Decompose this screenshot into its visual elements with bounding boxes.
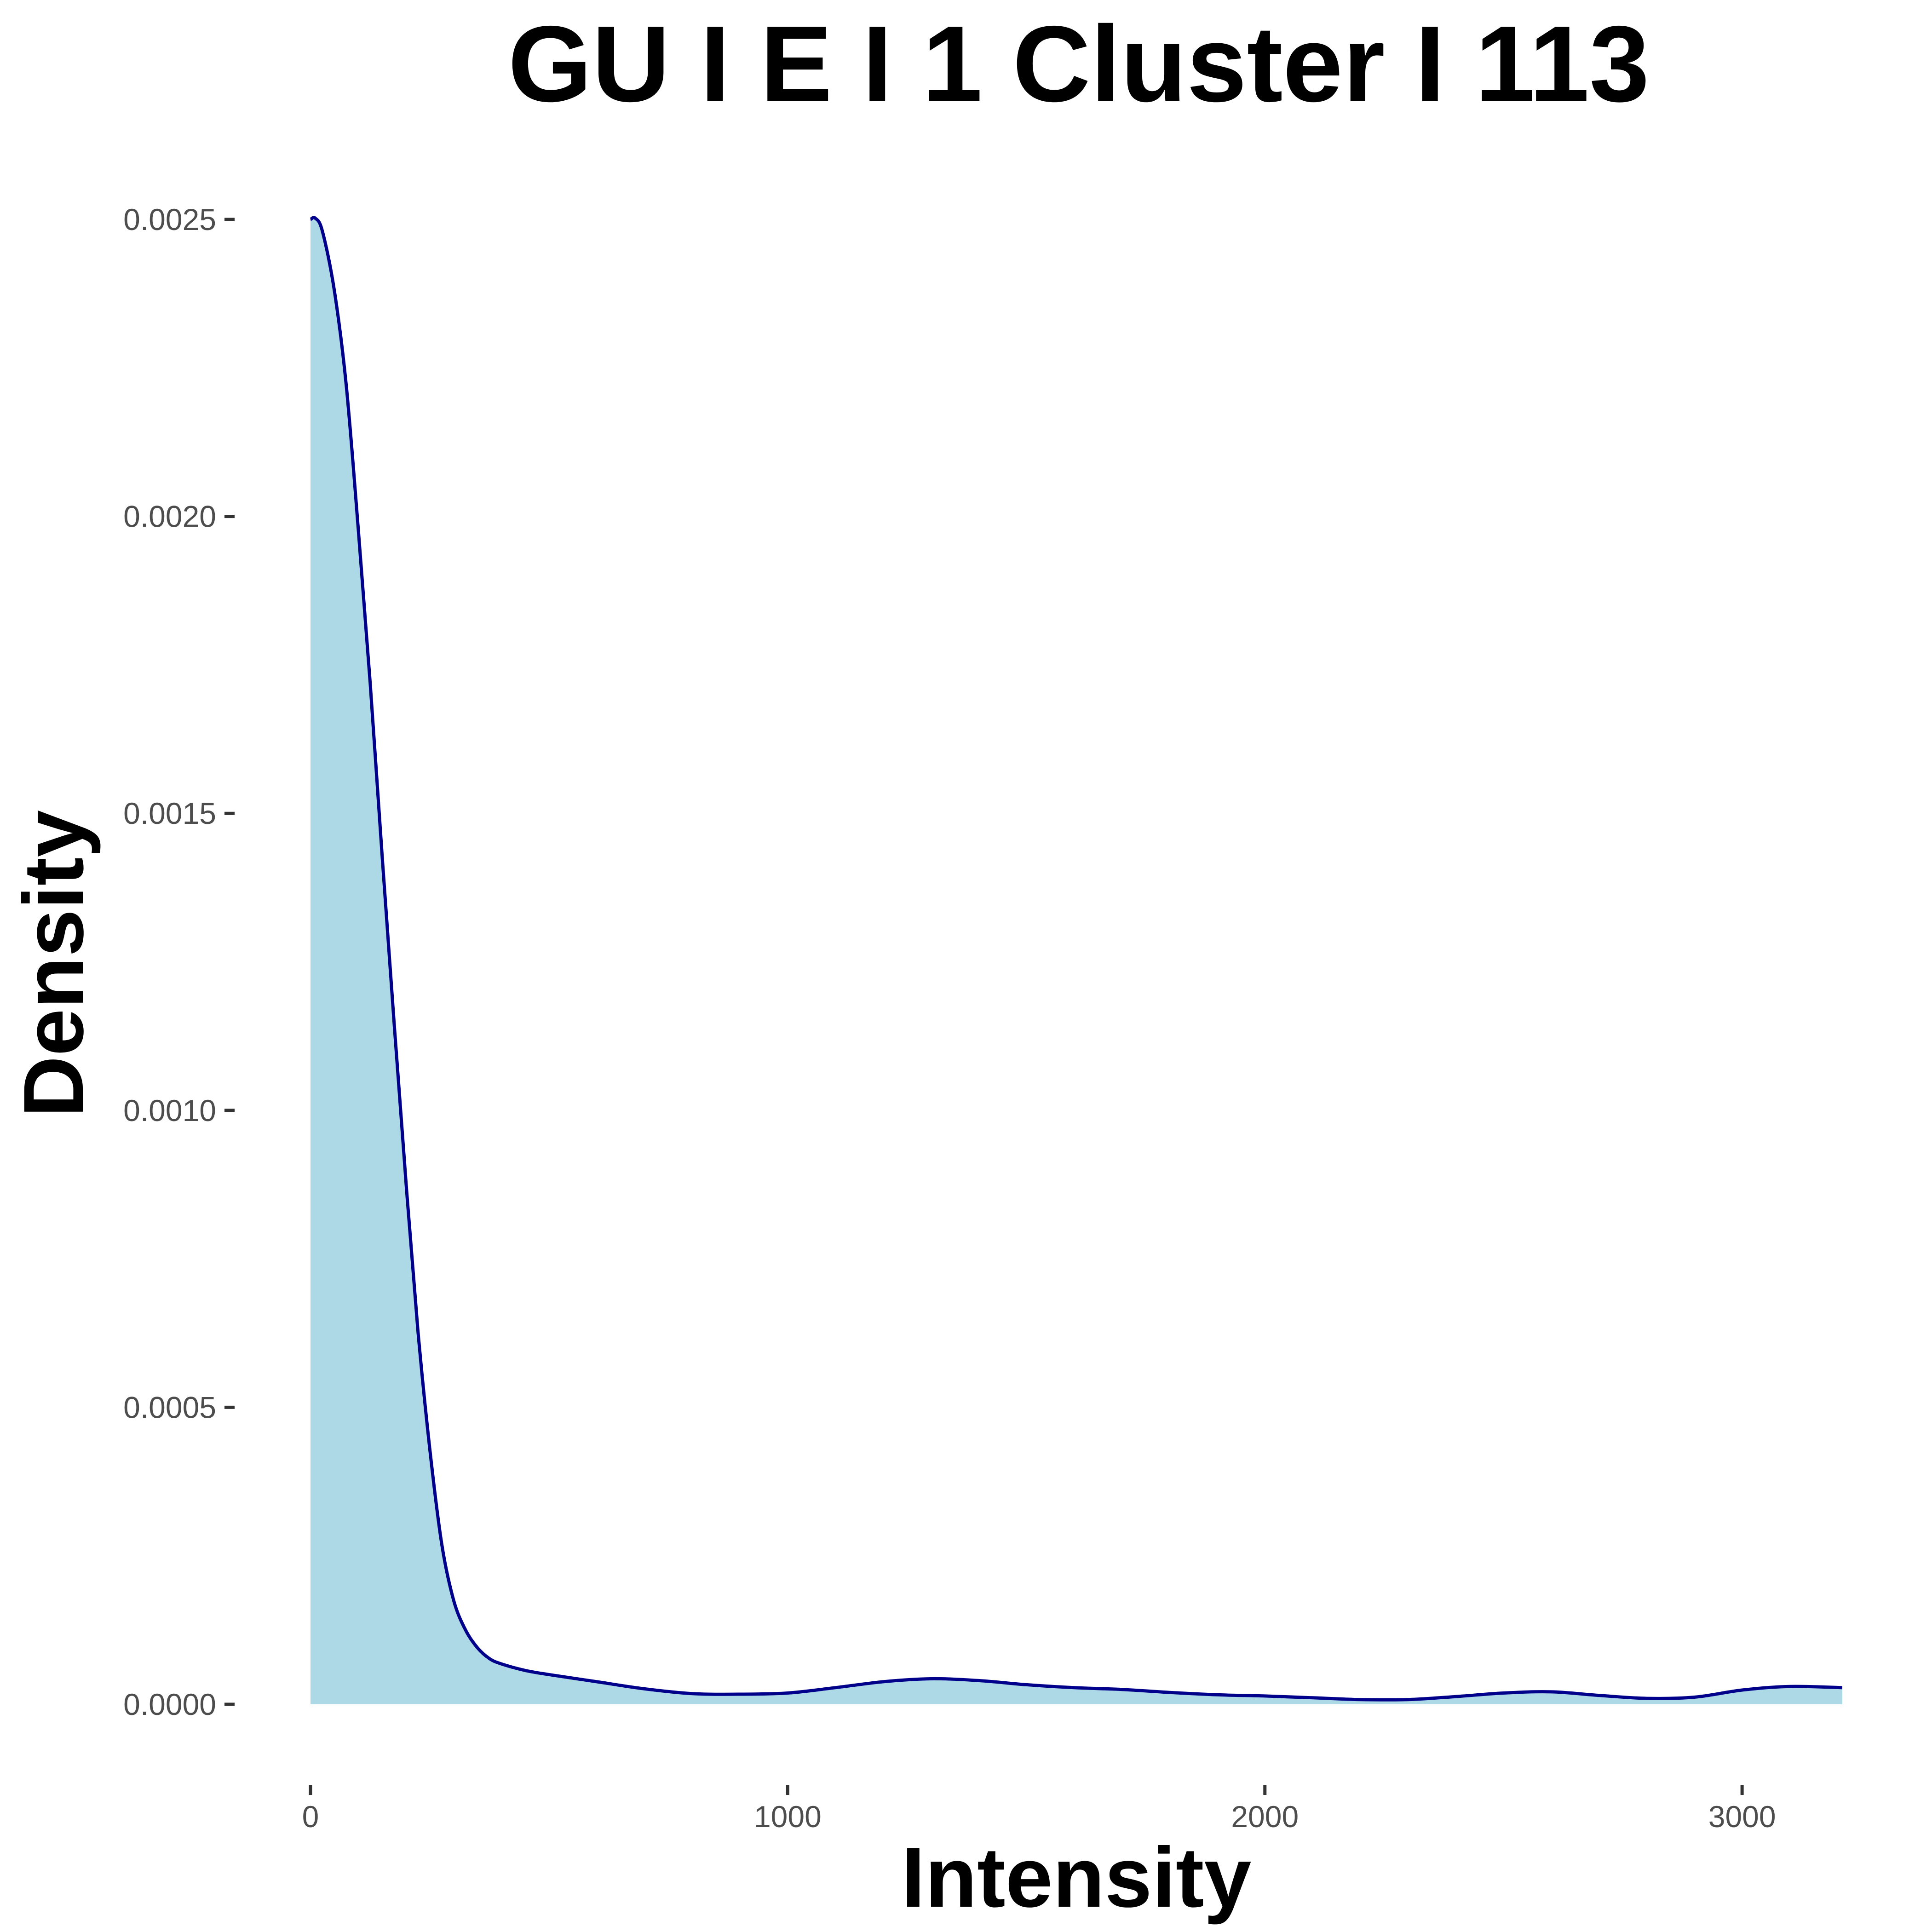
y-axis-title: Density [6, 810, 101, 1117]
density-curve-line [310, 216, 1843, 1702]
density-area-fill [310, 217, 1842, 1704]
y-tick-label: 0.0015 [123, 796, 216, 830]
x-tick-label: 0 [302, 1800, 319, 1834]
y-tick-label: 0.0020 [123, 500, 216, 534]
x-tick-label: 2000 [1231, 1800, 1299, 1834]
y-tick-label: 0.0005 [123, 1390, 216, 1424]
x-tick-label: 1000 [754, 1800, 822, 1834]
x-axis-title: Intensity [902, 1830, 1252, 1925]
y-tick-label: 0.0010 [123, 1093, 216, 1127]
y-tick-label: 0.0025 [123, 202, 216, 236]
x-tick-label: 3000 [1708, 1800, 1776, 1834]
x-axis: 0 1000 2000 3000 [302, 1785, 1776, 1834]
y-tick-label: 0.0000 [123, 1687, 216, 1721]
y-axis: 0.0000 0.0005 0.0010 0.0015 0.0020 0.0025 [123, 202, 235, 1721]
chart-title: GU I E I 1 Cluster I 113 [508, 3, 1650, 124]
